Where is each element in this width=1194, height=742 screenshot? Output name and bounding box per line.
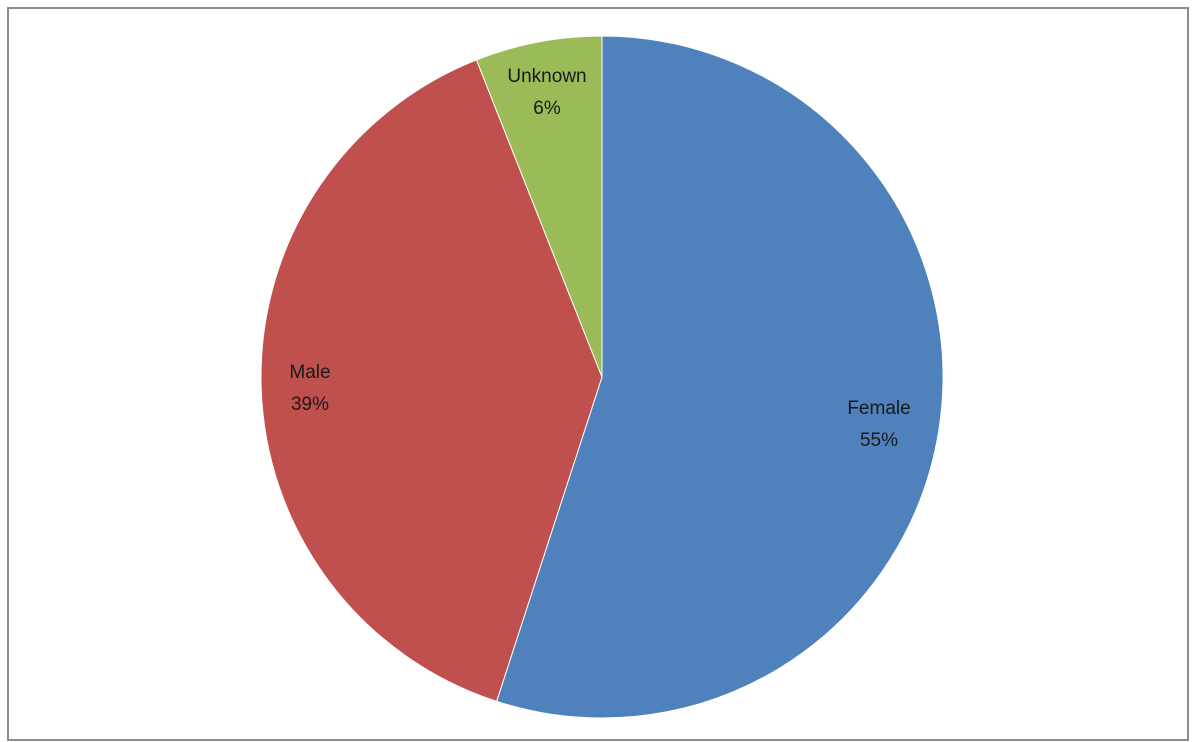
pie-slice-male bbox=[260, 59, 603, 702]
pie-labels: Female 55% Male 39% Unknown 6% bbox=[289, 66, 910, 451]
slice-label-unknown-percent: 6% bbox=[533, 98, 561, 119]
slice-label-female-percent: 55% bbox=[860, 430, 898, 451]
pie-slice-unknown bbox=[475, 35, 603, 378]
slice-label-female-name: Female bbox=[847, 398, 910, 419]
slice-label-male-percent: 39% bbox=[291, 394, 329, 415]
pie-slice-female bbox=[495, 35, 944, 719]
pie-slices bbox=[260, 35, 944, 719]
slice-label-unknown-name: Unknown bbox=[507, 66, 586, 87]
slice-label-male-name: Male bbox=[289, 362, 330, 383]
